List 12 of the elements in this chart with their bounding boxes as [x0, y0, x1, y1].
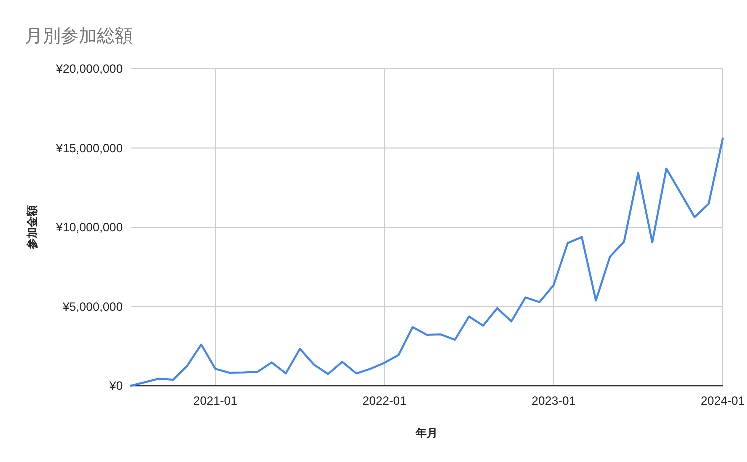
x-tick-label: 2023-01 — [532, 394, 576, 408]
chart-title: 月別参加総額 — [25, 26, 133, 46]
x-axis-title: 年月 — [415, 427, 438, 440]
y-tick-label: ¥20,000,000 — [55, 62, 124, 76]
y-axis-title: 参加金額 — [26, 206, 39, 250]
y-tick-label: ¥15,000,000 — [55, 141, 124, 156]
y-tick-label: ¥5,000,000 — [62, 300, 124, 314]
x-tick-label: 2024-01 — [700, 394, 746, 408]
x-tick-label: 2021-01 — [194, 394, 238, 408]
y-tick-label: ¥10,000,000 — [55, 220, 124, 234]
y-tick-label: ¥0 — [108, 379, 124, 393]
x-tick-label: 2022-01 — [362, 394, 408, 408]
